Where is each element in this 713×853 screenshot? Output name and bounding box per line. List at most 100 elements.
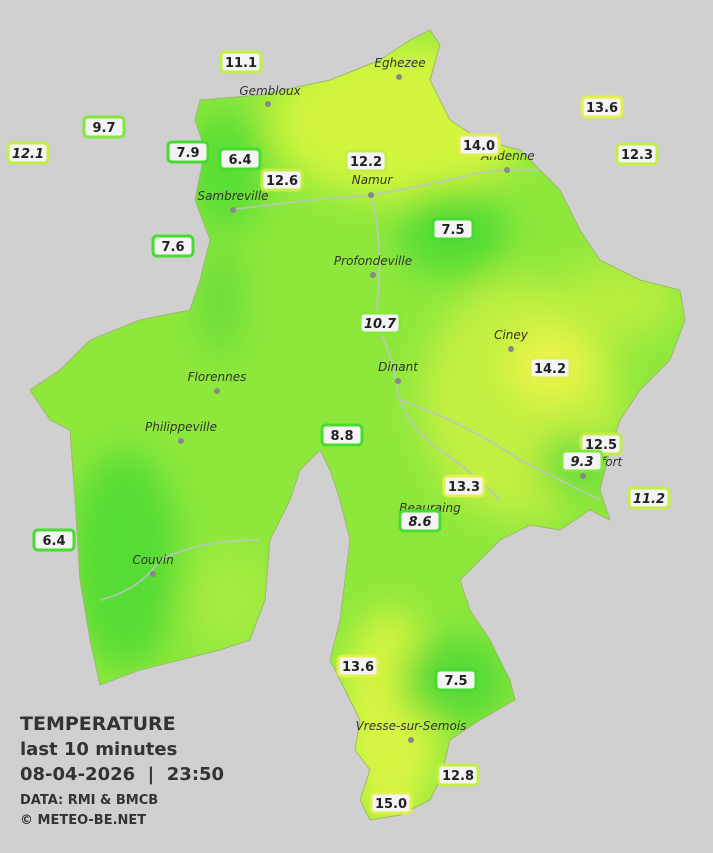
city-label: Philippeville — [145, 420, 217, 434]
station-box — [457, 133, 501, 157]
station-value: 6.4 — [228, 153, 251, 168]
station-value: 6.4 — [42, 534, 65, 549]
station-box — [442, 474, 486, 498]
station-value: 14.2 — [534, 362, 566, 377]
city-label: Couvin — [132, 553, 173, 567]
city-label: Vresse-sur-Semois — [356, 719, 467, 733]
station-value: 7.6 — [161, 240, 184, 255]
station: 12.6 — [260, 168, 304, 192]
station-value: 15.0 — [375, 797, 407, 812]
legend-timestamp: 08-04-2026 | 23:50 — [20, 764, 224, 785]
station-box — [580, 95, 624, 119]
station-value: 13.6 — [586, 101, 618, 116]
city-label: Profondeville — [334, 254, 412, 268]
station-box — [6, 141, 50, 165]
legend-title: TEMPERATURE — [20, 713, 176, 735]
station: 11.2 — [627, 486, 671, 510]
city-dot — [150, 571, 156, 577]
city-dot — [178, 438, 184, 444]
station-value: 7.5 — [444, 674, 467, 689]
city-dot — [395, 378, 401, 384]
station-value: 11.1 — [225, 56, 257, 71]
station: 7.6 — [151, 234, 195, 258]
station: 6.4 — [218, 147, 262, 171]
station-value: 12.8 — [442, 769, 474, 784]
station-box — [151, 234, 195, 258]
station-value: 12.5 — [585, 438, 617, 453]
station: 12.3 — [615, 142, 659, 166]
station-box — [615, 142, 659, 166]
legend-source: DATA: RMI & BMCB — [20, 793, 158, 808]
station: 12.5 — [579, 432, 623, 456]
station-value: 9.7 — [92, 121, 115, 136]
city-dot — [265, 101, 271, 107]
city-label: Dinant — [378, 360, 419, 374]
city-dot — [396, 74, 402, 80]
station: 9.3 — [560, 449, 604, 473]
city-dot — [368, 192, 374, 198]
station-box — [260, 168, 304, 192]
station: 7.9 — [166, 140, 210, 164]
city-dot — [508, 346, 514, 352]
station: 14.2 — [528, 356, 572, 380]
station-box — [219, 50, 263, 74]
city-label: Florennes — [188, 370, 247, 384]
station: 14.0 — [457, 133, 501, 157]
station-box — [218, 147, 262, 171]
city-label: Eghezee — [374, 56, 425, 70]
station: 13.6 — [580, 95, 624, 119]
station: 13.3 — [442, 474, 486, 498]
legend-period: last 10 minutes — [20, 739, 177, 760]
station-value: 9.3 — [570, 455, 593, 470]
station-value: 8.6 — [408, 515, 431, 530]
station: 11.1 — [219, 50, 263, 74]
city-dot — [214, 388, 220, 394]
station: 13.6 — [336, 654, 380, 678]
station-value: 11.2 — [633, 492, 665, 507]
station-value: 12.2 — [350, 155, 382, 170]
station: 7.5 — [434, 668, 478, 692]
station-value: 14.0 — [463, 139, 495, 154]
city-label: Ciney — [494, 328, 529, 342]
station-box — [82, 115, 126, 139]
city-dot — [408, 737, 414, 743]
city-label: Sambreville — [197, 189, 268, 203]
station: 12.1 — [6, 141, 50, 165]
station: 8.8 — [320, 423, 364, 447]
station-value: 10.7 — [364, 317, 397, 332]
station-value: 13.6 — [342, 660, 374, 675]
station-value: 13.3 — [448, 480, 480, 495]
station: 9.7 — [82, 115, 126, 139]
legend-credit: © METEO-BE.NET — [20, 813, 146, 828]
city-dot — [370, 272, 376, 278]
station-value: 12.6 — [266, 174, 298, 189]
city-dot — [580, 473, 586, 479]
station-box — [436, 763, 480, 787]
station-value: 8.8 — [330, 429, 353, 444]
station-box — [369, 791, 413, 815]
station-box — [560, 449, 604, 473]
station-box — [344, 149, 388, 173]
station-box — [528, 356, 572, 380]
station-box — [398, 509, 442, 533]
station-box — [32, 528, 76, 552]
station-box — [358, 311, 402, 335]
station-box — [336, 654, 380, 678]
city-label: Gembloux — [239, 84, 301, 98]
station: 12.8 — [436, 763, 480, 787]
station-box — [320, 423, 364, 447]
station: 6.4 — [32, 528, 76, 552]
station-box — [166, 140, 210, 164]
station: 10.7 — [358, 311, 402, 335]
city-dot — [504, 167, 510, 173]
station-value: 7.9 — [176, 146, 199, 161]
station-value: 12.3 — [621, 148, 653, 163]
station: 8.6 — [398, 509, 442, 533]
station-box — [627, 486, 671, 510]
station: 7.5 — [431, 217, 475, 241]
station: 15.0 — [369, 791, 413, 815]
station-box — [431, 217, 475, 241]
station: 12.2 — [344, 149, 388, 173]
city-label: Namur — [352, 173, 394, 187]
